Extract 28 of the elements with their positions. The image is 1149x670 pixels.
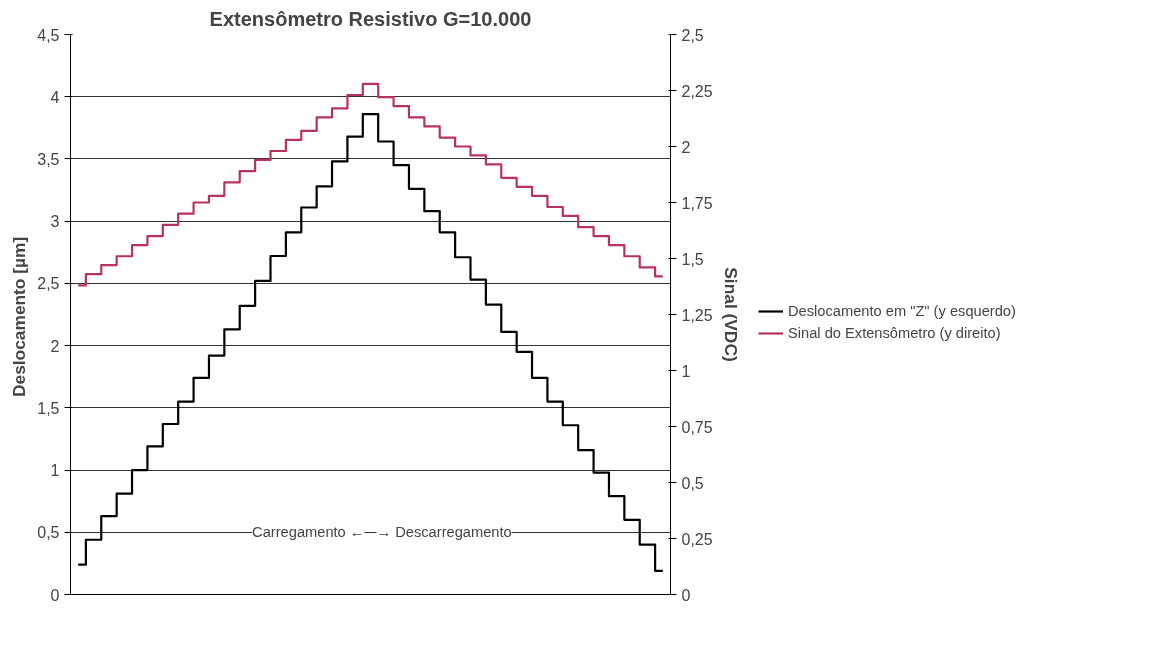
y2-axis-title: Sinal (VDC) xyxy=(720,267,741,362)
y-tick-label: 3 xyxy=(50,213,60,231)
y2-tick-label: 0,5 xyxy=(681,474,704,492)
y-tick-label: 2,5 xyxy=(37,275,60,293)
y-tick-label: 0 xyxy=(50,586,60,604)
y-tick-label: 4 xyxy=(50,88,60,106)
y2-tick-label: 0,25 xyxy=(681,530,713,548)
y-tick-label: 1,5 xyxy=(37,399,60,417)
annotation: → Descarregamento xyxy=(376,524,512,541)
y2-tick-label: 1,5 xyxy=(681,250,704,268)
y-tick-label: 2 xyxy=(50,337,60,355)
annotation: Carregamento ← xyxy=(252,524,365,541)
chart-title: Extensômetro Resistivo G=10.000 xyxy=(209,7,532,30)
y2-tick-label: 2,25 xyxy=(681,82,713,100)
y-axis-title: Deslocamento [µm] xyxy=(9,236,30,397)
y-tick-label: 3,5 xyxy=(37,150,60,168)
y2-tick-label: 0,75 xyxy=(681,418,713,436)
y-tick-label: 1 xyxy=(50,462,60,480)
y2-tick-label: 1,75 xyxy=(681,194,713,212)
legend-label: Deslocamento em "Z" (y esquerdo) xyxy=(788,303,1016,319)
y-tick-label: 0,5 xyxy=(37,524,60,542)
y-tick-label: 4,5 xyxy=(37,26,60,44)
legend-label: Sinal do Extensômetro (y direito) xyxy=(788,325,1001,341)
y2-tick-label: 0 xyxy=(681,586,691,604)
y2-tick-label: 2 xyxy=(681,138,691,156)
y2-tick-label: 1 xyxy=(681,362,691,380)
y2-tick-label: 1,25 xyxy=(681,306,713,324)
y2-tick-label: 2,5 xyxy=(681,26,704,44)
